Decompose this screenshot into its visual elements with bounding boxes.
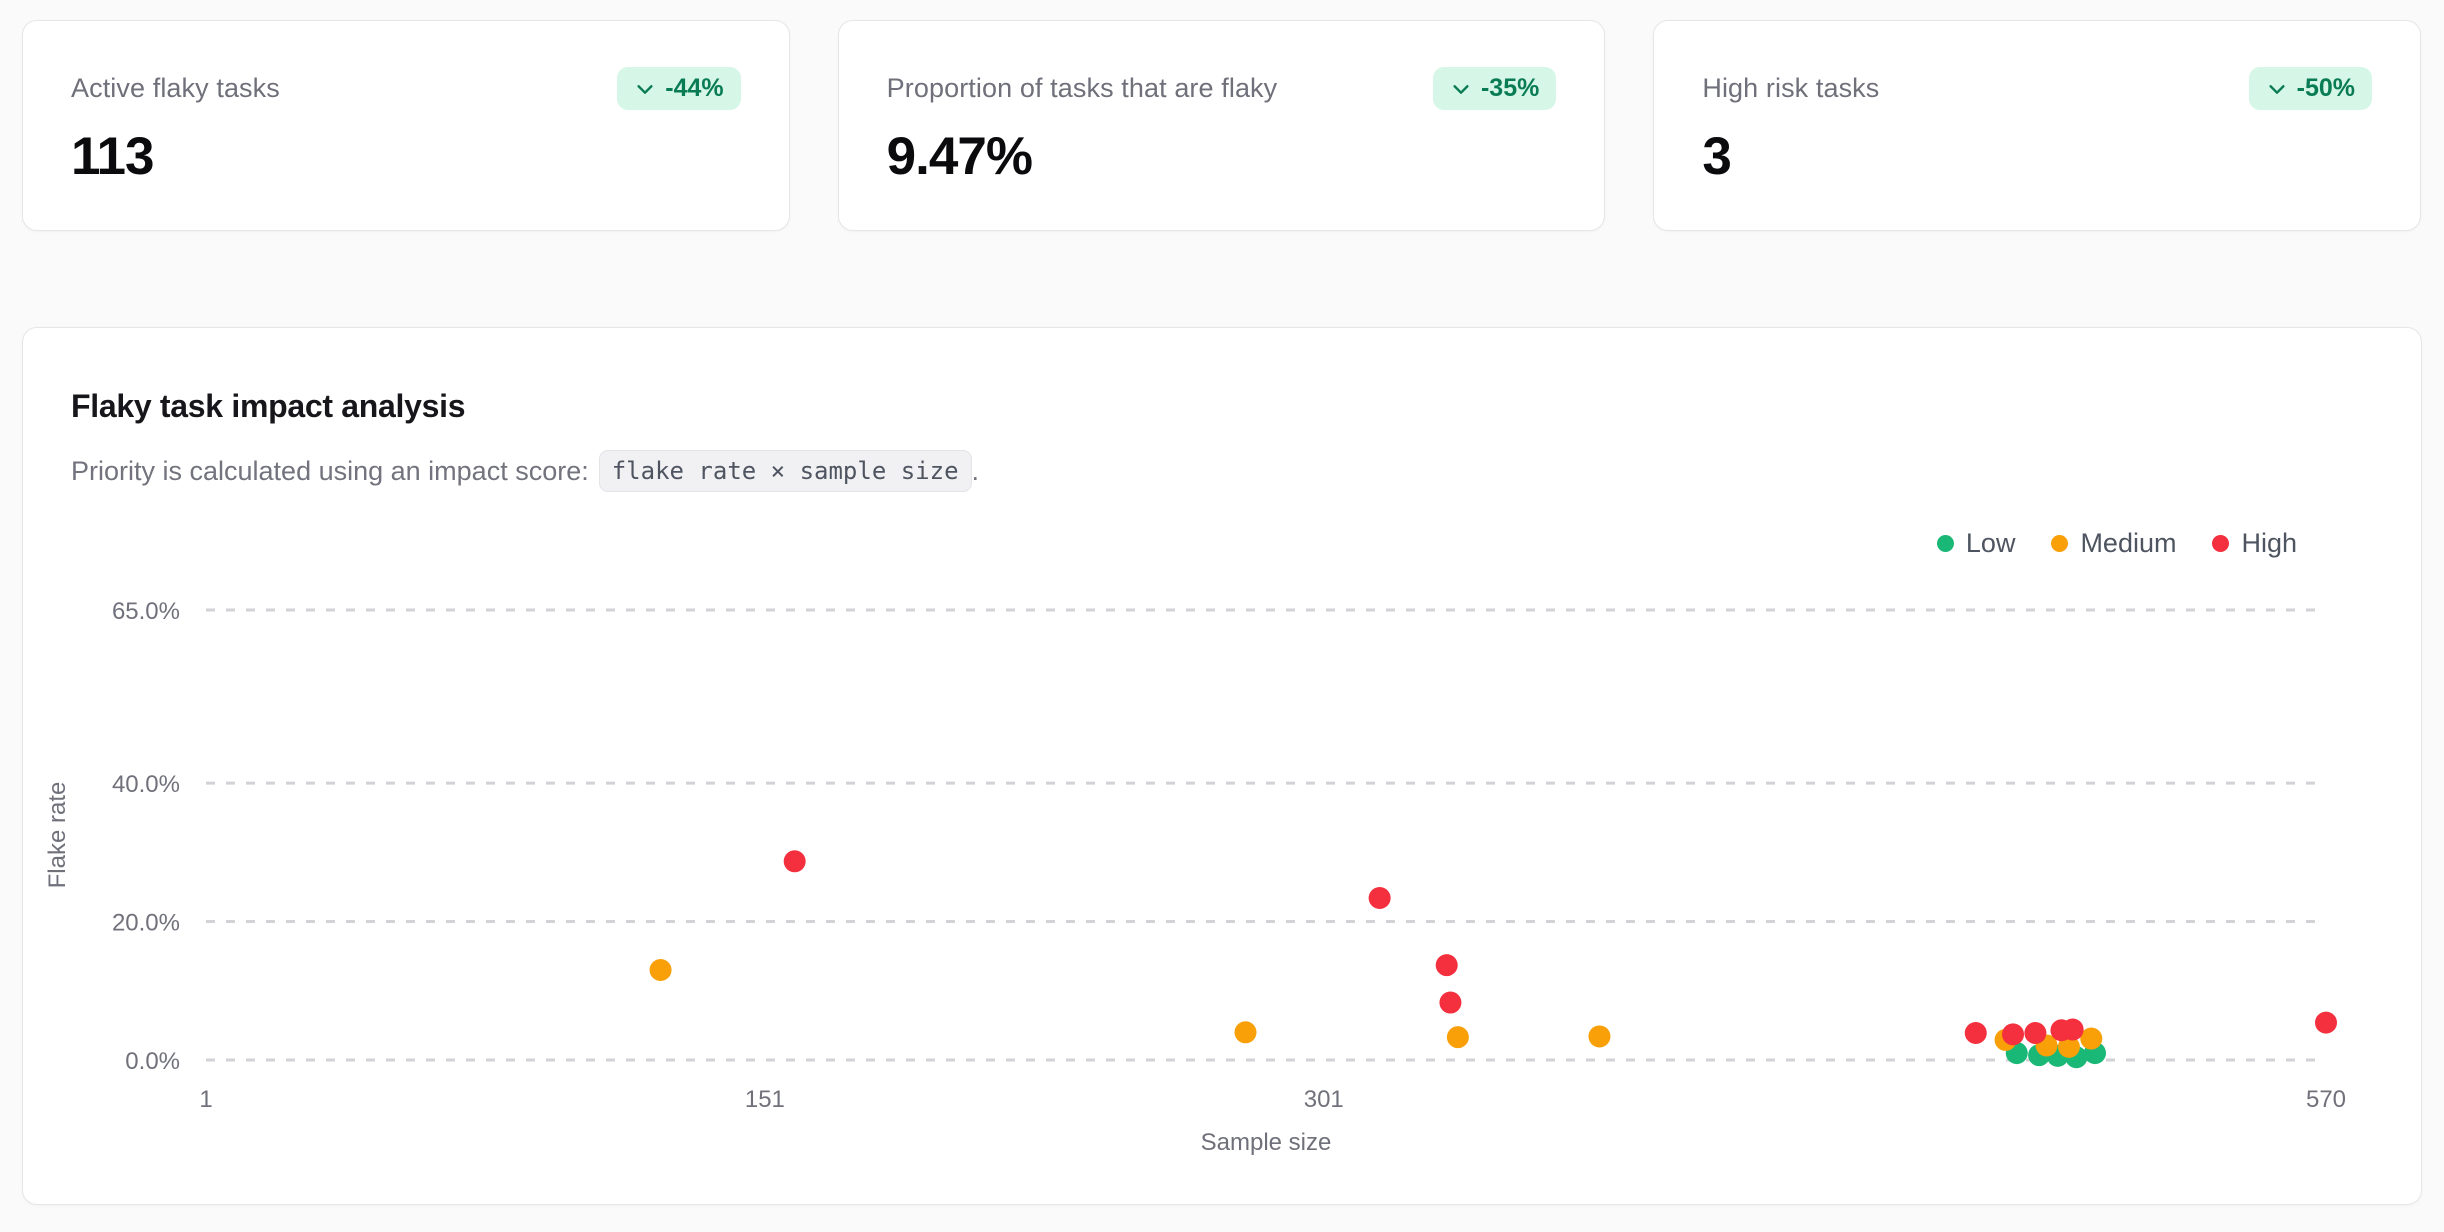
stat-cards-row: Active flaky tasks -44% 113 Proportion o…	[22, 20, 2422, 231]
scatter-point-high[interactable]	[1368, 887, 1391, 909]
trend-badge: -50%	[2248, 67, 2373, 110]
x-tick-label: 570	[2306, 1086, 2346, 1113]
x-axis-title: Sample size	[1201, 1129, 1332, 1156]
legend-item-high[interactable]: High	[2212, 528, 2297, 559]
legend-dot-medium	[2051, 535, 2069, 552]
stat-label: Active flaky tasks	[71, 73, 280, 103]
chart-subtitle-text: Priority is calculated using an impact s…	[71, 455, 589, 486]
x-tick-label: 1	[199, 1086, 212, 1113]
legend-label: Medium	[2080, 528, 2177, 558]
scatter-point-high[interactable]	[1439, 991, 1462, 1014]
trend-badge-value: -44%	[665, 74, 724, 102]
legend-dot-high	[2212, 535, 2230, 552]
scatter-point-high[interactable]	[783, 850, 806, 873]
stat-label: Proportion of tasks that are flaky	[886, 73, 1278, 103]
scatter-point-high[interactable]	[2024, 1022, 2047, 1044]
chevron-down-icon	[637, 84, 653, 94]
trend-badge: -44%	[617, 67, 741, 110]
trend-badge: -35%	[1432, 67, 1557, 110]
scatter-point-high[interactable]	[2002, 1023, 2025, 1046]
y-tick-label: 65.0%	[112, 598, 180, 625]
stat-value: 113	[71, 127, 155, 186]
y-tick-label: 40.0%	[112, 771, 180, 798]
y-tick-label: 20.0%	[112, 910, 180, 937]
legend-label: Low	[1965, 528, 2016, 558]
chart-subtitle: Priority is calculated using an impact s…	[71, 450, 979, 492]
legend-item-medium[interactable]: Medium	[2051, 528, 2176, 559]
flaky-impact-chart-card: Flaky task impact analysis Priority is c…	[22, 327, 2422, 1205]
stat-card-flaky-proportion: Proportion of tasks that are flaky -35% …	[837, 20, 1606, 231]
legend-label: High	[2241, 528, 2297, 558]
stat-value: 9.47%	[886, 127, 1033, 186]
scatter-point-medium[interactable]	[649, 959, 672, 981]
x-tick-label: 151	[745, 1086, 785, 1113]
chart-title: Flaky task impact analysis	[71, 388, 466, 424]
chart-legend: Low Medium High	[1936, 528, 2297, 559]
chevron-down-icon	[1453, 84, 1469, 94]
flake-rate-scatter-plot: 0.0% 20.0% 40.0% 65.0% 1 151 301 570 Sample size…	[44, 598, 2346, 1156]
chevron-down-icon	[2269, 84, 2285, 94]
scatter-point-high[interactable]	[1964, 1022, 1987, 1044]
stat-label: High risk tasks	[1702, 73, 1880, 103]
impact-score-formula-chip: flake rate × sample size	[598, 450, 972, 492]
scatter-point-medium[interactable]	[2080, 1027, 2103, 1050]
stat-card-active-flaky-tasks: Active flaky tasks -44% 113	[22, 20, 790, 231]
scatter-point-medium[interactable]	[1588, 1025, 1611, 1048]
legend-item-low[interactable]: Low	[1936, 528, 2016, 559]
scatter-point-high[interactable]	[2315, 1011, 2337, 1034]
scatter-point-medium[interactable]	[2057, 1035, 2080, 1058]
trend-badge-value: -35%	[1480, 74, 1540, 102]
scatter-point-high[interactable]	[2061, 1018, 2084, 1041]
scatter-point-medium[interactable]	[1446, 1026, 1469, 1049]
trend-badge-value: -50%	[2296, 74, 2356, 102]
scatter-point-medium[interactable]	[1234, 1021, 1257, 1044]
y-tick-label: 0.0%	[125, 1048, 180, 1075]
legend-dot-low	[1936, 535, 1954, 552]
scatter-point-high[interactable]	[1435, 954, 1458, 977]
x-tick-label: 301	[1304, 1086, 1344, 1113]
stat-card-high-risk-tasks: High risk tasks -50% 3	[1653, 20, 2422, 231]
y-axis-title: Flake rate	[44, 782, 71, 889]
chart-subtitle-period: .	[971, 455, 980, 486]
stat-value: 3	[1702, 127, 1731, 186]
